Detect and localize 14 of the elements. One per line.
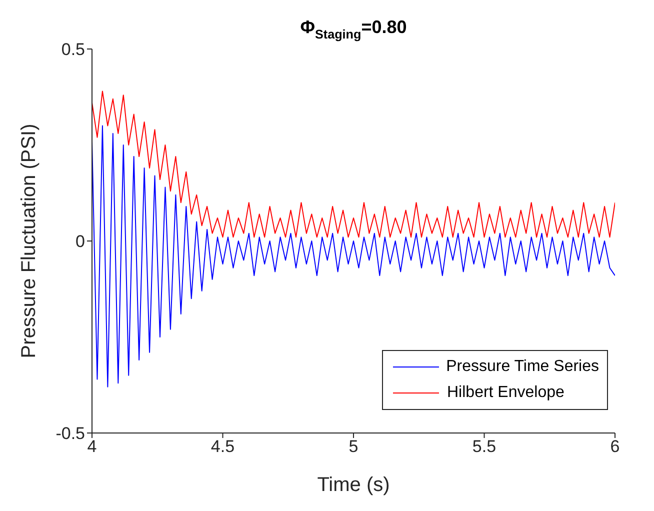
y-tick-label: 0 [76,232,85,252]
legend-label: Pressure Time Series [446,358,599,376]
y-axis-title: Pressure Fluctuation (PSI) [18,124,40,358]
y-tick-label: -0.5 [56,424,85,444]
y-tick-label: 0.5 [61,40,85,60]
chart-title: Φ$_{Staging}$=0.80 [300,17,407,42]
x-axis-title: Time (s) [317,474,390,496]
x-tick-label: 4 [87,437,97,456]
legend-label: Hilbert Envelope [447,384,564,402]
x-tick-label: 5.5 [472,437,496,456]
x-tick-label: 4.5 [210,437,235,456]
line-series [92,90,615,238]
x-tick-label: 6 [610,437,620,456]
x-tick-label: 5 [348,437,358,456]
